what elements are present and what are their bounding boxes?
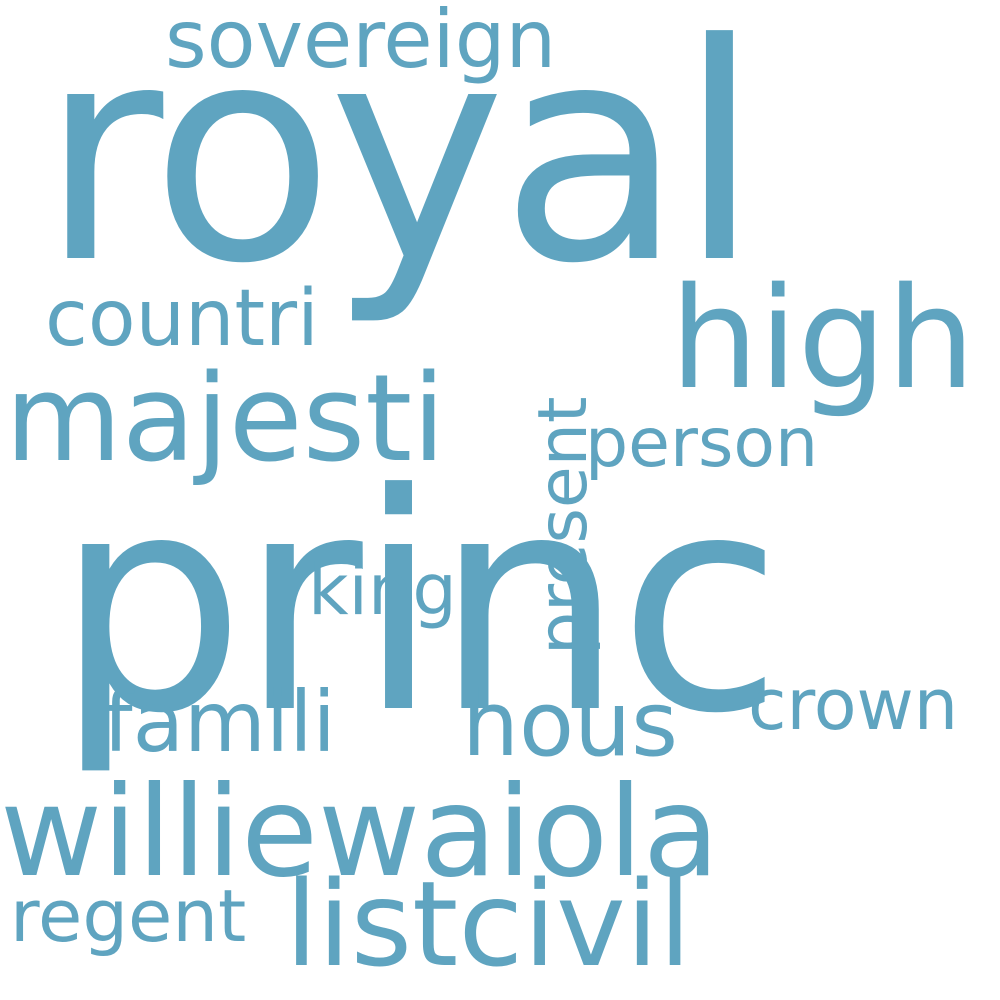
word-princ: princ	[55, 430, 783, 779]
word-hous: hous	[462, 672, 679, 777]
word-person: person	[585, 404, 819, 483]
word-sovereign: sovereign	[165, 0, 557, 86]
word-regent: regent	[10, 874, 247, 958]
word-high: high	[670, 258, 976, 421]
word-royal: royal	[40, 0, 761, 329]
word-countri: countri	[45, 274, 319, 364]
word-majesti: majesti	[5, 350, 446, 489]
word-famili: famili	[103, 673, 336, 771]
word-king: king	[308, 549, 457, 631]
word-crown: crown	[748, 664, 959, 746]
word-williewaiola: williewaiola	[0, 760, 720, 905]
word-listcivil: listcivil	[285, 855, 692, 993]
